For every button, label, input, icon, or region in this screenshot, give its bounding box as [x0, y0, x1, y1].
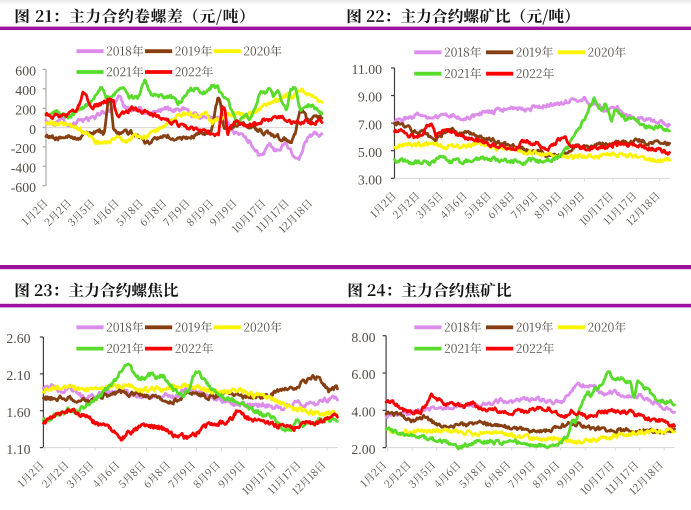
svg-text:7.00: 7.00 — [358, 117, 382, 132]
svg-text:1.60: 1.60 — [6, 405, 30, 420]
svg-text:2.10: 2.10 — [6, 368, 30, 383]
svg-text:0: 0 — [29, 122, 36, 137]
svg-text:11.00: 11.00 — [351, 62, 382, 77]
svg-text:2.00: 2.00 — [351, 442, 375, 457]
svg-text:8.00: 8.00 — [351, 330, 375, 345]
svg-text:-600: -600 — [11, 180, 36, 195]
svg-text:4.00: 4.00 — [351, 405, 375, 420]
svg-text:2.60: 2.60 — [6, 331, 30, 346]
svg-text:3.00: 3.00 — [358, 173, 382, 188]
svg-text:200: 200 — [15, 102, 36, 117]
svg-text:1.10: 1.10 — [6, 442, 30, 457]
svg-text:6.00: 6.00 — [351, 367, 375, 382]
svg-text:-200: -200 — [11, 141, 36, 156]
svg-text:600: 600 — [15, 64, 36, 79]
svg-text:9.00: 9.00 — [358, 90, 382, 105]
svg-text:-400: -400 — [11, 161, 36, 176]
svg-text:5.00: 5.00 — [358, 145, 382, 160]
svg-text:400: 400 — [15, 83, 36, 98]
